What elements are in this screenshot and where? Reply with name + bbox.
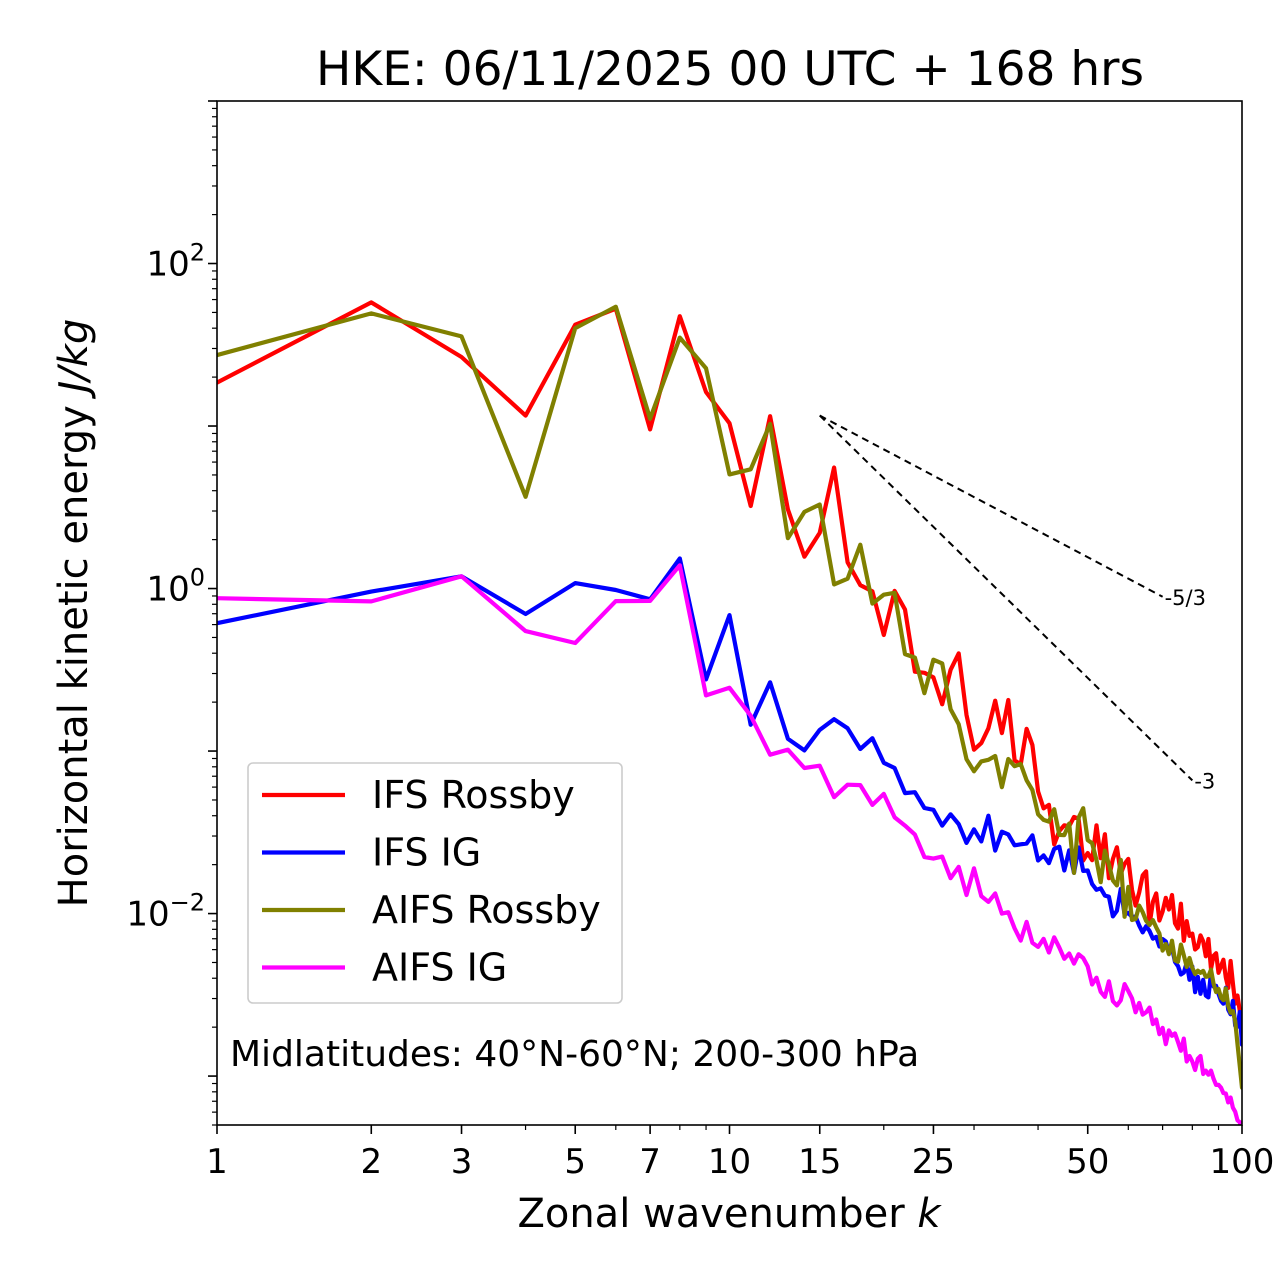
x-tick-label: 100 [1210,1142,1275,1182]
reference-line-1 [819,414,1194,782]
legend-label: IFS Rossby [372,773,575,817]
x-tick-label: 5 [564,1142,586,1182]
x-tick-label: 25 [912,1142,955,1182]
series-line-0 [217,300,1242,1033]
y-axis-ticks: 102 100 10−2 [126,100,217,1126]
x-tick-label: 7 [639,1142,661,1182]
x-axis-ticks: 1 2 3 5 7 10 15 25 50 100 [206,1125,1274,1182]
x-axis-label: Zonal wavenumber k [517,1191,942,1237]
series-line-1 [217,556,1242,1047]
chart-title: HKE: 06/11/2025 00 UTC + 168 hrs [316,42,1144,97]
plot-lines [217,300,1242,1125]
y-tick-label: 10−2 [126,889,205,935]
x-tick-label: 1 [206,1142,228,1182]
legend-label: AIFS Rossby [372,888,601,932]
reference-label-1: -3 [1194,769,1215,793]
legend-label: IFS IG [372,831,481,875]
y-tick-label: 102 [146,239,205,285]
x-tick-label: 15 [798,1142,841,1182]
y-axis-label: Horizontal kinetic energy J/kg [51,319,97,908]
legend-label: AIFS IG [372,946,507,990]
y-tick-label: 100 [146,564,205,610]
series-line-2 [217,304,1242,1090]
reference-line-0 [819,414,1164,598]
x-tick-label: 50 [1066,1142,1109,1182]
series-line-3 [217,563,1242,1125]
region-annotation: Midlatitudes: 40°N-60°N; 200-300 hPa [230,1034,919,1075]
reference-slopes: -5/3 -3 [819,414,1215,793]
legend-frame [247,762,623,1004]
x-tick-label: 10 [708,1142,751,1182]
x-tick-label: 2 [360,1142,382,1182]
legend: IFS Rossby IFS IG AIFS Rossby AIFS IG [247,762,623,1004]
x-tick-label: 3 [451,1142,473,1182]
reference-label-0: -5/3 [1165,586,1206,610]
